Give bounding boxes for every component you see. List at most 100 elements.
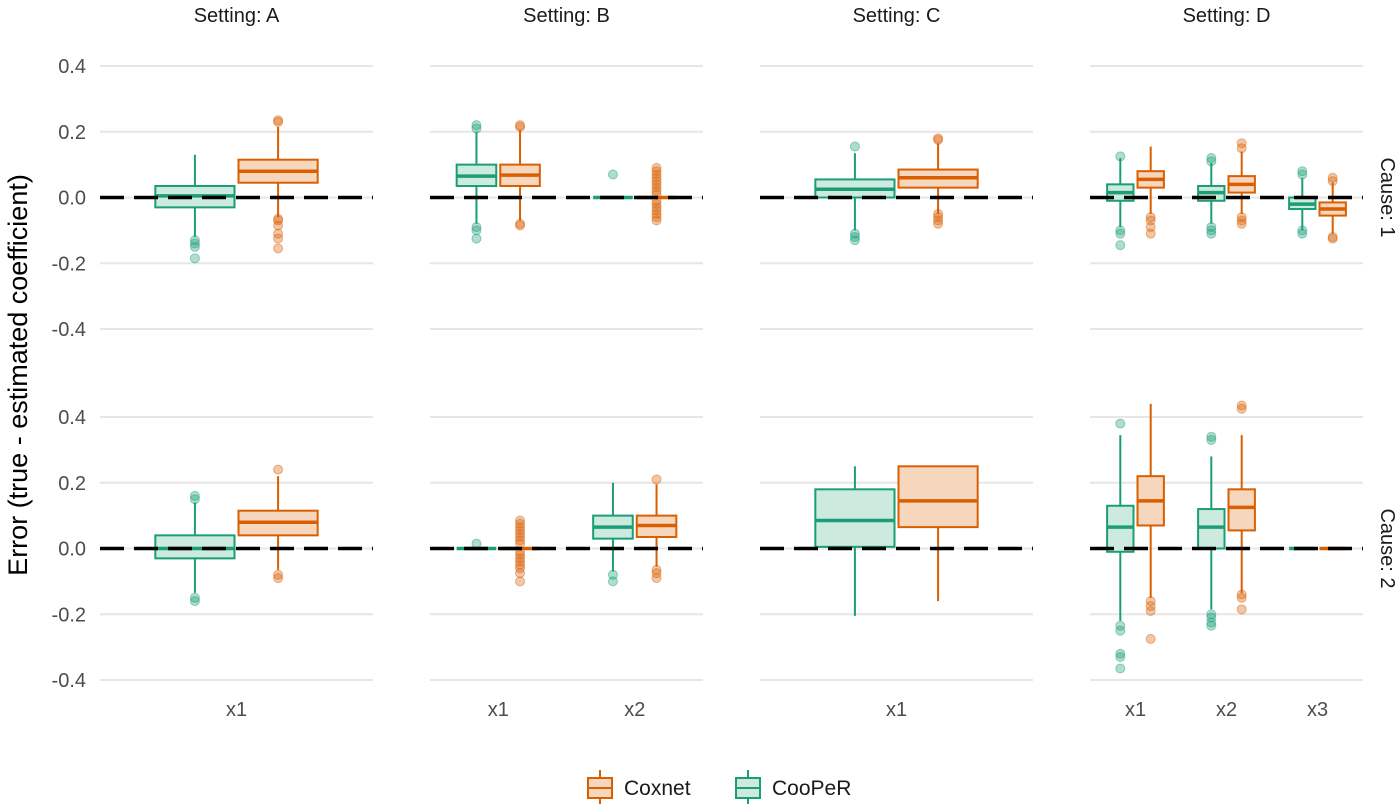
box-cooper-x1 <box>154 154 236 264</box>
y-axis-label: Error (true - estimated coefficient) <box>3 174 33 576</box>
outlier-point <box>1115 240 1126 251</box>
outlier-point <box>1145 596 1156 607</box>
outlier-point <box>651 176 662 187</box>
outlier-point <box>933 218 944 229</box>
outlier-point <box>515 525 526 536</box>
outlier-point <box>1206 435 1217 446</box>
outlier-point <box>1297 166 1308 177</box>
outlier-point <box>515 535 526 546</box>
box-coxnet-x2 <box>636 162 677 226</box>
outlier-point <box>1115 625 1126 636</box>
outlier-point <box>515 528 526 539</box>
outlier-point <box>471 222 482 233</box>
outlier-point <box>1236 604 1247 615</box>
outlier-point <box>1236 212 1247 223</box>
outlier-point <box>1297 169 1308 180</box>
box-cooper-x1 <box>154 490 236 607</box>
outlier-point <box>933 134 944 145</box>
outlier-point <box>1115 648 1126 659</box>
box-cooper-x1 <box>1106 418 1135 674</box>
outlier-point <box>273 215 284 226</box>
outlier-point <box>651 212 662 223</box>
outlier-point <box>189 241 200 252</box>
outlier-point <box>515 531 526 542</box>
outlier-point <box>515 553 526 564</box>
legend-label: Coxnet <box>624 777 691 800</box>
y-tick-label: 0.0 <box>58 539 86 561</box>
outlier-point <box>651 185 662 196</box>
outlier-point <box>471 225 482 236</box>
outlier-point <box>1115 418 1126 429</box>
outlier-point <box>471 538 482 549</box>
box-body <box>1227 488 1256 532</box>
box-coxnet-x2 <box>1227 138 1256 229</box>
outlier-point <box>651 208 662 219</box>
outlier-point <box>515 550 526 561</box>
outlier-point <box>1206 617 1217 628</box>
outlier-point <box>189 494 200 505</box>
outlier-point <box>189 596 200 607</box>
marks-layer <box>100 115 1363 674</box>
y-tick-label: -0.4 <box>52 319 86 341</box>
facet-column-label: Setting: A <box>194 5 280 27</box>
outlier-point <box>651 172 662 183</box>
outlier-point <box>1327 172 1338 183</box>
outlier-point <box>849 235 860 246</box>
outlier-point <box>933 133 944 144</box>
outlier-point <box>471 120 482 131</box>
outlier-point <box>1115 651 1126 662</box>
box-cooper-x2 <box>593 169 633 200</box>
x-tick-label: x1 <box>488 699 509 721</box>
outlier-point <box>1115 228 1126 239</box>
outlier-point <box>1206 156 1217 167</box>
outlier-point <box>273 464 284 475</box>
outlier-point <box>1327 176 1338 187</box>
outlier-point <box>651 564 662 575</box>
outlier-point <box>515 522 526 533</box>
outlier-point <box>515 538 526 549</box>
y-tick-label: -0.4 <box>52 670 86 692</box>
box-coxnet-x2 <box>635 474 678 584</box>
outlier-point <box>1115 620 1126 631</box>
grid-layer <box>100 65 1363 681</box>
box-coxnet-x1 <box>897 465 979 602</box>
y-tick-label: 0.2 <box>58 473 86 495</box>
x-tick-label: x3 <box>1307 699 1328 721</box>
outlier-point <box>273 573 284 584</box>
outlier-point <box>273 213 284 224</box>
outlier-point <box>273 228 284 239</box>
outlier-point <box>651 474 662 485</box>
box-cooper-x1 <box>814 466 896 616</box>
legend-key-cooper <box>735 770 761 806</box>
outlier-point <box>1327 231 1338 242</box>
outlier-point <box>1236 592 1247 603</box>
outlier-point <box>607 576 618 587</box>
outlier-point <box>651 215 662 226</box>
outlier-point <box>515 121 526 132</box>
box-coxnet-x2 <box>1227 400 1256 615</box>
y-tick-label: 0.4 <box>58 56 86 78</box>
outlier-point <box>515 559 526 570</box>
outlier-point <box>1145 228 1156 239</box>
y-tick-label: -0.2 <box>52 604 86 626</box>
legend-label: CooPeR <box>772 777 851 800</box>
outlier-point <box>651 169 662 180</box>
facet-column-label: Setting: D <box>1183 5 1271 27</box>
box-coxnet-x3 <box>1318 172 1347 244</box>
outlier-point <box>1115 663 1126 674</box>
outlier-point <box>651 202 662 213</box>
outlier-point <box>651 568 662 579</box>
outlier-point <box>189 490 200 501</box>
facet-column-label: Setting: B <box>523 5 610 27</box>
box-cooper-x1 <box>1106 151 1135 251</box>
x-tick-label: x2 <box>1216 699 1237 721</box>
outlier-point <box>1206 612 1217 623</box>
outlier-point <box>1115 151 1126 162</box>
x-tick-label: x2 <box>624 699 645 721</box>
outlier-point <box>1145 212 1156 223</box>
outlier-point <box>273 116 284 127</box>
outlier-point <box>651 205 662 216</box>
outlier-point <box>1115 225 1126 236</box>
box-coxnet-x1 <box>897 133 979 229</box>
